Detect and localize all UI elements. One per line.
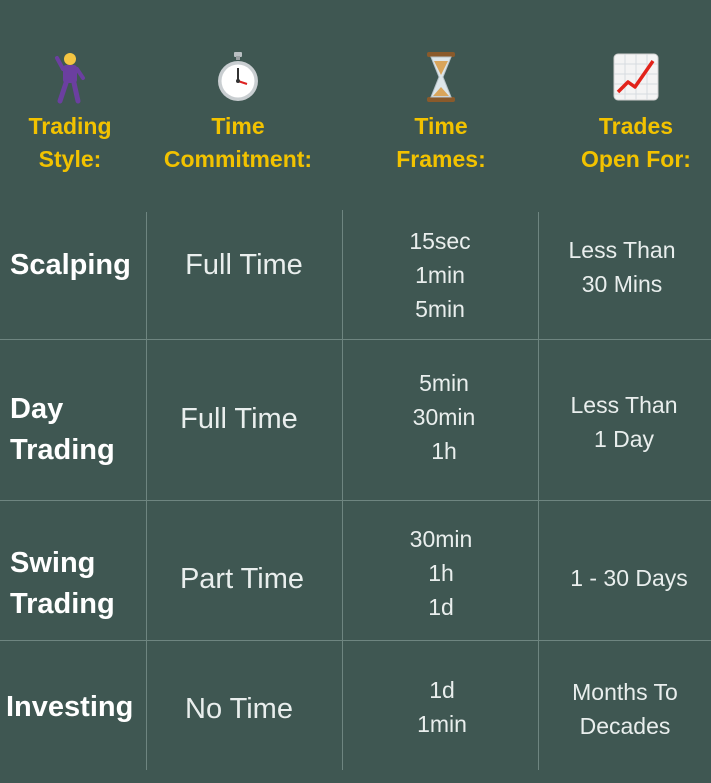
header-label: Time Commitment: <box>163 113 313 172</box>
trades-open-for-value: 1 - 30 Days <box>570 565 688 591</box>
grid-line <box>538 212 539 770</box>
header-time-commitment: Time Commitment: <box>148 50 328 176</box>
chart-increasing-icon <box>613 50 659 104</box>
table-row: Investing No Time 1d 1min Months To Deca… <box>0 640 711 770</box>
time-commitment-value: Full Time <box>180 403 298 435</box>
grid-line <box>0 339 711 340</box>
time-frames-value: 5min 30min 1h <box>412 370 476 464</box>
hourglass-icon <box>424 50 458 104</box>
header-trading-style: Trading Style: <box>0 50 160 176</box>
header-time-frames: Time Frames: <box>351 50 531 176</box>
time-frames-value: 30min 1h 1d <box>409 526 473 620</box>
time-frames-value: 15sec 1min 5min <box>409 228 471 322</box>
header-label: Time Frames: <box>396 113 486 172</box>
header-label: Trading Style: <box>28 113 112 172</box>
trades-open-for-value: Less Than 1 Day <box>570 392 678 452</box>
table-row: Swing Trading Part Time 30min 1h 1d 1 - … <box>0 500 711 640</box>
table-row: Day Trading Full Time 5min 30min 1h Less… <box>0 339 711 500</box>
grid-line <box>0 500 711 501</box>
time-commitment-value: Full Time <box>185 249 303 281</box>
header-trades-open-for: Trades Open For: <box>546 50 711 176</box>
trading-style-label: Investing <box>6 691 134 723</box>
time-commitment-value: Part Time <box>179 563 305 595</box>
trades-open-for-value: Less Than 30 Mins <box>568 237 676 297</box>
grid-line <box>0 640 711 641</box>
time-frames-value: 1d 1min <box>417 677 467 737</box>
trading-style-label: Scalping <box>10 249 131 281</box>
stopwatch-icon <box>214 50 262 104</box>
grid-line <box>342 210 343 770</box>
dancing-man-icon <box>50 50 90 104</box>
trading-style-label: Swing Trading <box>10 547 115 620</box>
table-row: Scalping Full Time 15sec 1min 5min Less … <box>0 212 711 339</box>
trading-style-label: Day Trading <box>10 393 115 466</box>
header-label: Trades Open For: <box>581 113 691 172</box>
time-commitment-value: No Time <box>185 693 293 725</box>
grid-line <box>146 212 147 770</box>
trades-open-for-value: Months To Decades <box>572 679 678 739</box>
